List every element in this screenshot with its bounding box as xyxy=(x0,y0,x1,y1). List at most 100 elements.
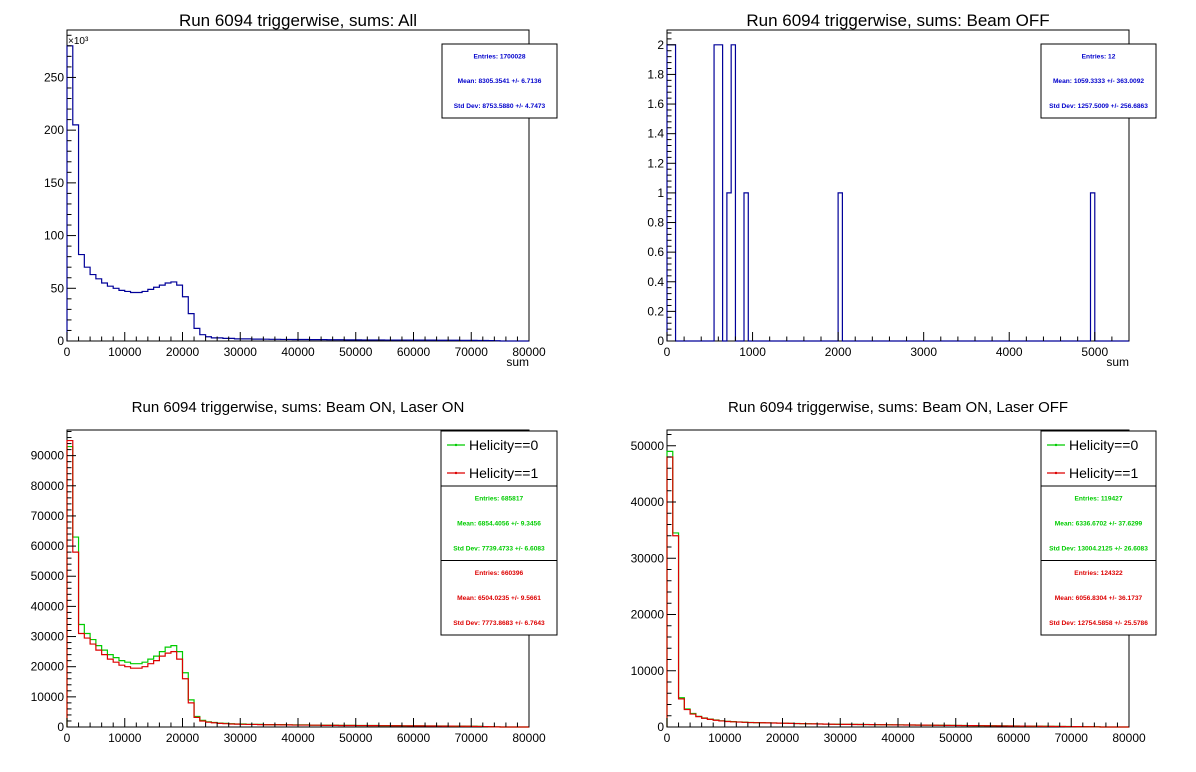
y-tick-label: 10000 xyxy=(631,664,665,678)
stats-mean: Mean: 6854.4056 +/- 9.3456 xyxy=(457,520,541,527)
legend-marker xyxy=(1054,471,1058,475)
stats-box xyxy=(1040,560,1157,636)
stats-std-dev: Std Dev: 7773.8683 +/- 6.7643 xyxy=(453,620,545,627)
stats-box xyxy=(441,43,558,119)
stats-mean: Mean: 6336.6702 +/- 37.6299 xyxy=(1055,520,1143,527)
legend-label: Helicity==0 xyxy=(469,437,538,453)
x-tick-label: 20000 xyxy=(166,731,200,745)
stats-entries: Entries: 119427 xyxy=(1074,496,1122,503)
y-exponent-label: ×10³ xyxy=(68,36,89,47)
x-tick-label: 30000 xyxy=(224,731,258,745)
x-tick-label: 10000 xyxy=(108,345,142,359)
y-tick-label: 1.6 xyxy=(647,97,664,111)
x-tick-label: 30000 xyxy=(224,345,258,359)
x-tick-label: 80000 xyxy=(512,345,546,359)
stats-box xyxy=(440,485,558,561)
x-tick-label: 10000 xyxy=(708,731,742,745)
stats-std-dev: Std Dev: 13004.2125 +/- 26.6083 xyxy=(1049,545,1148,552)
y-tick-label: 50 xyxy=(51,281,65,295)
y-tick-label: 0 xyxy=(657,720,664,734)
stats-box xyxy=(1040,43,1157,119)
legend-label: Helicity==0 xyxy=(1069,437,1138,453)
legend-box xyxy=(440,430,558,487)
legend-label: Helicity==1 xyxy=(469,465,538,481)
y-tick-label: 70000 xyxy=(31,509,65,523)
x-tick-label: 80000 xyxy=(512,731,546,745)
y-tick-label: 2 xyxy=(657,38,664,52)
y-tick-label: 1.2 xyxy=(647,156,664,170)
stats-entries: Entries: 12 xyxy=(1082,54,1116,61)
y-tick-label: 150 xyxy=(44,176,64,190)
y-tick-label: 10000 xyxy=(31,690,65,704)
x-tick-label: 50000 xyxy=(339,731,373,745)
y-tick-label: 90000 xyxy=(31,449,65,463)
x-tick-label: 70000 xyxy=(455,731,489,745)
y-tick-label: 20000 xyxy=(631,608,665,622)
x-tick-label: 0 xyxy=(64,345,71,359)
stats-mean: Mean: 6056.8304 +/- 36.1737 xyxy=(1055,595,1143,602)
chart-panel-1: Run 6094 triggerwise, sums: All 0 10000 200… xyxy=(44,11,558,369)
chart-panel-3: Run 6094 triggerwise, sums: Beam ON, Las… xyxy=(31,399,558,745)
x-tick-label: 20000 xyxy=(766,731,800,745)
stats-std-dev: Std Dev: 1257.5009 +/- 256.6863 xyxy=(1049,103,1148,110)
y-tick-label: 0.8 xyxy=(647,216,664,230)
x-tick-label: 70000 xyxy=(1055,731,1089,745)
legend-marker xyxy=(1054,443,1058,447)
x-tick-label: 0 xyxy=(64,731,71,745)
chart-title: Run 6094 triggerwise, sums: Beam OFF xyxy=(746,11,1049,30)
y-tick-label: 200 xyxy=(44,123,64,137)
legend-label: Helicity==1 xyxy=(1069,465,1138,481)
x-axis-label: sum xyxy=(1106,355,1129,369)
y-tick-label: 0.6 xyxy=(647,245,664,259)
y-tick-label: 0 xyxy=(57,720,64,734)
y-tick-label: 0 xyxy=(57,334,64,348)
x-tick-label: 80000 xyxy=(1112,731,1146,745)
y-tick-label: 100 xyxy=(44,229,64,243)
histogram-series-1 xyxy=(666,44,1129,342)
x-tick-label: 10000 xyxy=(108,731,142,745)
chart-panel-2: Run 6094 triggerwise, sums: Beam OFF 0 100… xyxy=(647,11,1157,369)
stats-std-dev: Std Dev: 8753.5880 +/- 4.7473 xyxy=(454,103,546,110)
x-tick-label: 70000 xyxy=(455,345,489,359)
x-tick-label: 4000 xyxy=(996,345,1023,359)
y-tick-label: 1.4 xyxy=(647,127,664,141)
stats-mean: Mean: 8305.3541 +/- 6.7136 xyxy=(458,78,542,85)
y-tick-label: 0 xyxy=(657,334,664,348)
y-tick-label: 50000 xyxy=(631,439,665,453)
y-tick-label: 40000 xyxy=(631,495,665,509)
y-tick-label: 250 xyxy=(44,70,64,84)
y-tick-label: 0.2 xyxy=(647,304,664,318)
x-tick-label: 20000 xyxy=(166,345,200,359)
x-tick-label: 50000 xyxy=(339,345,373,359)
stats-entries: Entries: 685817 xyxy=(475,496,524,503)
x-tick-label: 1000 xyxy=(739,345,766,359)
y-tick-label: 40000 xyxy=(31,599,65,613)
stats-mean: Mean: 1059.3333 +/- 363.0092 xyxy=(1053,78,1144,85)
y-tick-label: 80000 xyxy=(31,479,65,493)
x-tick-label: 50000 xyxy=(939,731,973,745)
x-tick-label: 40000 xyxy=(281,731,315,745)
chart-title: Run 6094 triggerwise, sums: All xyxy=(179,11,417,30)
y-tick-label: 1.8 xyxy=(647,67,664,81)
y-tick-label: 30000 xyxy=(631,551,665,565)
stats-box xyxy=(1040,485,1157,561)
y-tick-label: 30000 xyxy=(31,630,65,644)
legend-box xyxy=(1040,430,1157,487)
x-axis-label: sum xyxy=(506,355,529,369)
x-tick-label: 3000 xyxy=(910,345,937,359)
chart-panel-4: Run 6094 triggerwise, sums: Beam ON, Las… xyxy=(631,399,1157,745)
x-tick-label: 2000 xyxy=(825,345,852,359)
stats-std-dev: Std Dev: 12754.5858 +/- 25.5786 xyxy=(1049,620,1148,627)
y-tick-label: 60000 xyxy=(31,539,65,553)
y-tick-label: 0.4 xyxy=(647,275,664,289)
legend-marker xyxy=(454,443,458,447)
x-tick-label: 60000 xyxy=(997,731,1031,745)
x-tick-label: 0 xyxy=(664,731,671,745)
stats-entries: Entries: 660396 xyxy=(475,570,524,577)
chart-title: Run 6094 triggerwise, sums: Beam ON, Las… xyxy=(728,399,1068,416)
stats-std-dev: Std Dev: 7739.4733 +/- 6.6083 xyxy=(453,545,545,552)
y-tick-label: 50000 xyxy=(31,569,65,583)
stats-entries: Entries: 124322 xyxy=(1074,570,1123,577)
x-tick-label: 40000 xyxy=(881,731,915,745)
x-tick-label: 30000 xyxy=(824,731,858,745)
